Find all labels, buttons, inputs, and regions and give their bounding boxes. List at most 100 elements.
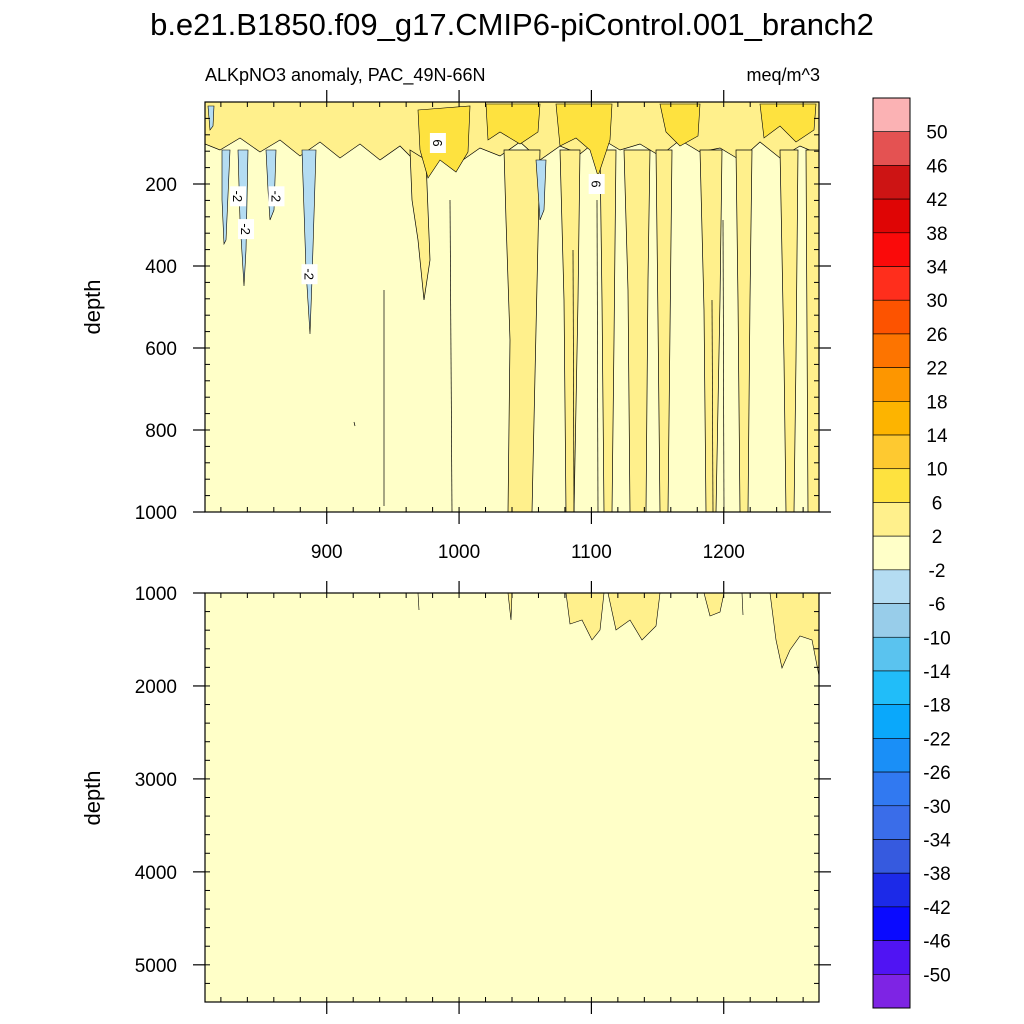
- colorbar-swatch: [872, 333, 911, 368]
- colorbar-swatch: [872, 704, 911, 739]
- y-tick-label: 3000: [135, 770, 177, 791]
- contour-label-text: 6: [589, 180, 604, 187]
- colorbar-swatch: [872, 401, 911, 436]
- y-tick-label: 2000: [135, 677, 177, 698]
- contour-line: [722, 219, 725, 512]
- colorbar-swatch: [872, 266, 911, 301]
- contour-band-2-6: [559, 149, 581, 512]
- contour-line: [449, 199, 453, 512]
- colorbar-label: -18: [923, 696, 950, 717]
- lower-panel-field: [205, 593, 819, 1002]
- contour-label: -2: [238, 219, 255, 240]
- colorbar-swatch: [872, 771, 911, 807]
- colorbar-swatch: [872, 872, 911, 908]
- colorbar-label: -46: [923, 932, 950, 953]
- contour-band-6-10: [759, 103, 817, 143]
- colorbar-label: 26: [926, 325, 947, 346]
- colorbar-swatch: [872, 839, 911, 874]
- colorbar-swatch: [872, 165, 911, 200]
- contour-line: [596, 199, 599, 512]
- contour-band-neg-2-6: [237, 149, 249, 287]
- contour-band-6-10: [485, 103, 541, 145]
- colorbar-swatch: [872, 232, 911, 267]
- contour-band-2-6: [655, 149, 673, 512]
- x-tick-label: 1100: [571, 542, 612, 563]
- colorbar-label: -10: [923, 628, 950, 649]
- colorbar-swatch: [872, 940, 911, 975]
- contour-label-box: [238, 219, 255, 240]
- contour-line: [417, 593, 420, 611]
- colorbar-label: 10: [926, 460, 947, 481]
- colorbar-swatch: [872, 670, 911, 705]
- contour-label-box: [429, 133, 446, 153]
- contour-band-neg-2-6: [535, 159, 547, 221]
- contour-label: 6: [588, 174, 605, 194]
- contour-label-box: [230, 186, 247, 207]
- contour-line: [711, 299, 714, 512]
- contour-band-2-6: [507, 593, 513, 621]
- colorbar-swatch: [872, 805, 911, 840]
- contour-band-2-6: [699, 149, 723, 512]
- colorbar-label: 50: [926, 123, 947, 144]
- colorbar-swatch: [872, 198, 911, 234]
- y-tick-label: 1000: [135, 584, 177, 605]
- contour-band-6-10: [555, 103, 613, 177]
- colorbar-label: 46: [926, 156, 947, 177]
- colorbar-swatch: [872, 367, 911, 402]
- contour-band-2-6: [623, 149, 651, 512]
- x-tick-label: 1200: [703, 542, 745, 563]
- contour-band-2-6: [735, 149, 753, 512]
- contour-band-2-6: [805, 149, 819, 512]
- colorbar-label: -38: [923, 864, 950, 885]
- y-tick-label: 1000: [135, 503, 177, 524]
- colorbar-swatch: [872, 535, 911, 571]
- lower-y-axis-label: depth: [80, 770, 105, 825]
- contour-line: [572, 249, 575, 512]
- chart-subtitle-left: ALKpNO3 anomaly, PAC_49N-66N: [205, 65, 485, 86]
- upper-axes: 200 400 600 800 1000 900 1000 1100 1200: [135, 90, 831, 563]
- colorbar-label: 18: [926, 392, 947, 413]
- contour-label: -2: [230, 186, 247, 207]
- upper-contour-labels: 6 6 -2 -2 -2 -2: [230, 133, 605, 285]
- colorbar-swatch: [872, 569, 911, 604]
- contour-line: [353, 421, 356, 427]
- contour-band-neg-2-6: [207, 105, 215, 131]
- contour-label: -2: [268, 186, 285, 207]
- contour-label-text: -2: [302, 268, 317, 280]
- contour-band-2-6: [779, 149, 799, 512]
- contour-label-box: [268, 186, 285, 207]
- colorbar-label: 34: [926, 258, 948, 279]
- colorbar-label: 30: [926, 291, 947, 312]
- colorbar-label: 6: [932, 493, 943, 514]
- colorbar-label: 2: [932, 527, 943, 548]
- y-tick-label: 200: [145, 175, 177, 196]
- colorbar-swatch: [872, 603, 911, 638]
- y-tick-label: 400: [145, 257, 177, 278]
- contour-band-2-6: [607, 593, 661, 641]
- y-tick-label: 600: [145, 339, 177, 360]
- colorbar-swatch: [872, 636, 911, 672]
- colorbar-label: 38: [926, 224, 947, 245]
- upper-panel-contours: [205, 102, 819, 512]
- colorbar-label: -42: [923, 898, 950, 919]
- colorbar-label: -34: [923, 830, 951, 851]
- colorbar-swatch: [872, 906, 911, 941]
- chart-subtitle-units: meq/m^3: [747, 65, 820, 85]
- chart-title: b.e21.B1850.f09_g17.CMIP6-piControl.001_…: [150, 7, 874, 42]
- x-tick-label: 1000: [438, 542, 480, 563]
- colorbar-swatch: [872, 738, 911, 773]
- contour-label-text: -2: [238, 223, 253, 235]
- colorbar-label: 42: [926, 190, 947, 211]
- contour-band-2-6: [565, 593, 605, 641]
- colorbar-label: -14: [923, 662, 951, 683]
- colorbar-label: 22: [926, 359, 947, 380]
- y-tick-label: 5000: [135, 956, 177, 977]
- contour-label: -2: [301, 264, 318, 285]
- colorbar-swatch: [872, 434, 911, 470]
- colorbar-swatch: [872, 468, 911, 503]
- contour-band-2-6: [599, 149, 617, 512]
- lower-axes: 1000 2000 3000 4000 5000: [135, 581, 831, 1014]
- colorbar-label: -2: [929, 561, 946, 582]
